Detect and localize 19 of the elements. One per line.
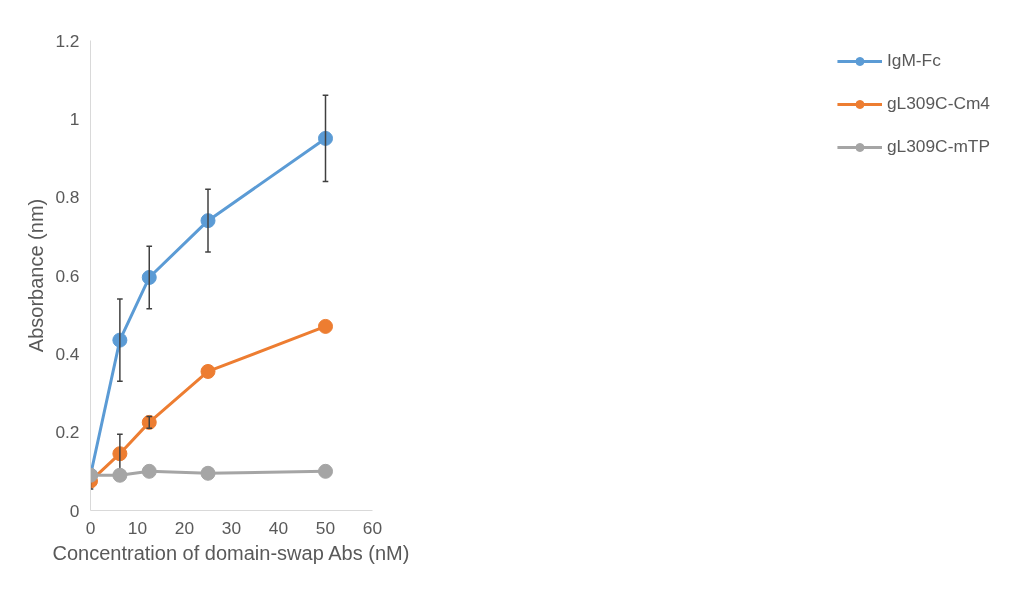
y-tick-label: 0 — [69, 500, 80, 521]
legend-label: gL309C-mTP — [886, 136, 990, 157]
x-tick-label: 30 — [221, 517, 242, 538]
x-tick-label: 20 — [174, 517, 195, 538]
x-tick-label: 50 — [315, 517, 336, 538]
x-tick-label: 60 — [362, 517, 383, 538]
x-tick-label: 10 — [127, 517, 148, 538]
y-tick-label: 0.2 — [55, 422, 80, 443]
y-tick-label: 0.6 — [55, 265, 80, 286]
y-tick-label: 0.4 — [55, 343, 80, 364]
x-tick-label: 0 — [85, 517, 96, 538]
x-axis-title: Concentration of domain-swap Abs (nM) — [52, 541, 410, 564]
y-tick-label: 1.2 — [55, 30, 80, 51]
y-tick-label: 1 — [69, 108, 80, 129]
y-tick-label: 0.8 — [55, 187, 80, 208]
legend-label: gL309C-Cm4 — [886, 93, 990, 114]
y-axis-title: Absorbance (nm) — [25, 198, 48, 353]
legend-label: IgM-Fc — [886, 50, 941, 71]
x-tick-label: 40 — [268, 517, 289, 538]
